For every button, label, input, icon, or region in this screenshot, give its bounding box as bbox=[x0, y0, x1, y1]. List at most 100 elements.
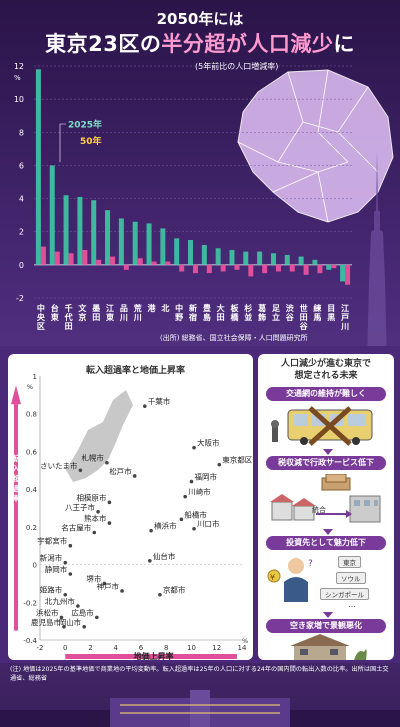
scatter-point bbox=[189, 479, 194, 484]
bar-2025 bbox=[77, 196, 83, 265]
bar-2025 bbox=[49, 165, 55, 265]
point-label: 札幌市 bbox=[81, 453, 104, 463]
point-label: 姫路市 bbox=[40, 585, 63, 595]
future-panel-title: 人口減少が進む東京で 想定される未来 bbox=[280, 359, 371, 381]
scatter-point bbox=[68, 543, 73, 548]
bar-2050 bbox=[179, 264, 185, 272]
bar-2025 bbox=[188, 240, 193, 265]
svg-text:?: ? bbox=[308, 559, 313, 569]
arrow-3 bbox=[323, 612, 333, 618]
x-axis-arrow bbox=[65, 654, 237, 659]
vacant-house-icon bbox=[290, 634, 367, 660]
bar-2050 bbox=[96, 259, 102, 265]
x-axis-label: 地価上昇率 bbox=[134, 651, 174, 660]
y-tick-label: 8 bbox=[19, 128, 24, 137]
bar-2050 bbox=[220, 264, 226, 272]
point-label: 横浜市 bbox=[154, 521, 177, 531]
item-tax-header: 税収減で行政サービス低下 bbox=[266, 456, 386, 470]
category-label: 川 bbox=[340, 322, 349, 331]
category-label: 台 bbox=[51, 303, 59, 313]
point-label: 福岡市 bbox=[195, 472, 218, 482]
category-label: 野 bbox=[175, 313, 183, 322]
bar-2025 bbox=[201, 244, 207, 265]
category-label: 谷 bbox=[285, 312, 295, 322]
scatter-point bbox=[158, 592, 162, 597]
x-tick-label: 6 bbox=[139, 644, 144, 652]
item-transport-header: 交通網の維持が難しく bbox=[266, 387, 386, 401]
japan-map-icon bbox=[66, 390, 133, 482]
point-label: 仙台市 bbox=[153, 551, 176, 561]
bar-2025 bbox=[284, 254, 290, 265]
bar-2025 bbox=[118, 218, 124, 265]
y-tick-label: 0.4 bbox=[26, 486, 38, 494]
bar-2050 bbox=[82, 249, 88, 265]
y-tick-label: -0.2 bbox=[23, 599, 37, 607]
y-axis-unit: % bbox=[14, 74, 21, 82]
scatter-point bbox=[148, 559, 152, 563]
city-skyline bbox=[0, 690, 400, 727]
category-label: 飾 bbox=[258, 312, 266, 322]
category-label: 橋 bbox=[230, 312, 239, 322]
y-axis-label: 入 bbox=[11, 464, 20, 473]
bar-2050 bbox=[234, 264, 240, 270]
scatter-point bbox=[120, 589, 124, 593]
point-label: 宇都宮市 bbox=[37, 536, 67, 546]
y-tick-label: 6 bbox=[19, 161, 24, 170]
bar-2050 bbox=[345, 264, 351, 285]
point-label: 岡山市 bbox=[59, 617, 82, 627]
scatter-point bbox=[82, 625, 86, 629]
bar-2025 bbox=[91, 200, 97, 265]
category-label: 央 bbox=[37, 312, 46, 322]
x-tick-label: -2 bbox=[37, 644, 44, 652]
bar-2050 bbox=[289, 264, 295, 272]
legend-leader bbox=[59, 123, 66, 163]
category-label: 練 bbox=[313, 303, 321, 313]
point-label: 大阪市 bbox=[197, 438, 220, 448]
bar-2050 bbox=[137, 258, 143, 265]
category-label: 文 bbox=[78, 303, 87, 313]
bar-2050 bbox=[248, 264, 254, 277]
bar-2050 bbox=[123, 264, 129, 270]
y-axis-arrowhead bbox=[11, 385, 21, 405]
category-label: 川 bbox=[133, 313, 142, 322]
y-tick-label: 2 bbox=[19, 228, 24, 237]
legend-2050: 50年 bbox=[80, 135, 102, 147]
category-label: 戸 bbox=[341, 313, 349, 322]
title-line-2: 東京23区の半分超が人口減少に bbox=[45, 32, 355, 56]
point-label: 船橋市 bbox=[184, 509, 207, 519]
point-label: 八王子市 bbox=[65, 502, 95, 512]
category-label: 黒 bbox=[327, 312, 335, 322]
bar-2025 bbox=[35, 69, 41, 265]
scatter-point bbox=[102, 581, 107, 586]
category-label: 中 bbox=[175, 303, 183, 313]
category-label: 宿 bbox=[189, 312, 197, 322]
bar-2050 bbox=[317, 264, 323, 274]
bar-2050 bbox=[110, 256, 116, 265]
scatter-point bbox=[95, 615, 99, 620]
scatter-point bbox=[192, 526, 196, 531]
y-axis-label: 転 bbox=[12, 453, 20, 463]
scatter-point bbox=[149, 528, 153, 533]
bar-2050 bbox=[193, 264, 198, 274]
scatter-point bbox=[68, 572, 73, 576]
y-tick-label: 12 bbox=[14, 62, 24, 71]
arrow-2 bbox=[323, 529, 333, 535]
city-tag-seoul: ソウル bbox=[336, 572, 366, 584]
point-label: 広島市 bbox=[71, 607, 94, 617]
bar-2025 bbox=[243, 251, 249, 265]
scatter-title: 転入超過率と地価上昇率 bbox=[86, 366, 186, 376]
merge-label: 統合 bbox=[312, 506, 326, 514]
category-label: 豊 bbox=[203, 303, 211, 313]
merge-buildings-icon bbox=[270, 474, 381, 523]
scatter-chart: -0.4 -0.2 0 0.2 0.4 0.6 0.8 1% -2 0 2 4 6 8 10 12 14% 転入超… bbox=[11, 373, 253, 660]
svg-text:¥: ¥ bbox=[270, 573, 275, 582]
category-label: 墨 bbox=[92, 303, 100, 313]
y-tick-label: 0.8 bbox=[26, 411, 37, 419]
category-label: 区 bbox=[37, 322, 45, 331]
category-label: 東 bbox=[51, 312, 59, 322]
scatter-point bbox=[62, 625, 66, 629]
city-tag-tokyo: 東京 bbox=[338, 556, 361, 568]
point-label: 北九州市 bbox=[45, 596, 75, 606]
category-label: 目 bbox=[327, 304, 335, 313]
bar-2025 bbox=[146, 223, 152, 265]
